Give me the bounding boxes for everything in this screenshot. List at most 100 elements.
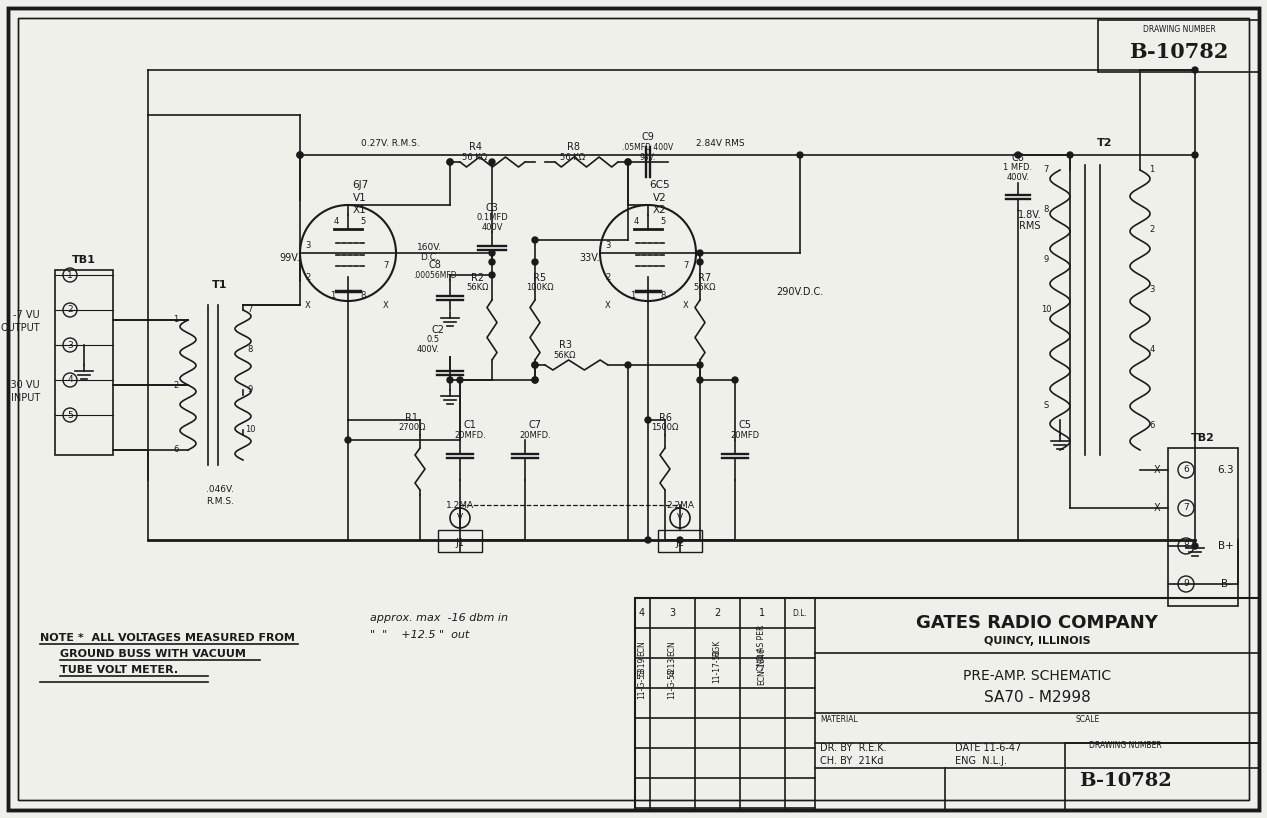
Circle shape — [625, 159, 631, 165]
Circle shape — [645, 537, 651, 543]
Text: GROUND BUSS WITH VACUUM: GROUND BUSS WITH VACUUM — [60, 649, 246, 659]
Text: 1: 1 — [1149, 165, 1154, 174]
Text: 5319: 5319 — [637, 656, 646, 676]
Text: 56 KΩ: 56 KΩ — [462, 152, 488, 161]
Text: 290V.D.C.: 290V.D.C. — [777, 287, 824, 297]
Text: 10: 10 — [245, 425, 255, 434]
Text: 5: 5 — [67, 411, 73, 420]
Text: 4: 4 — [634, 217, 639, 226]
Text: 2700Ω: 2700Ω — [398, 424, 426, 433]
Text: V1: V1 — [353, 193, 367, 203]
Text: 7: 7 — [1183, 504, 1188, 513]
Text: 1 MFD.: 1 MFD. — [1003, 164, 1033, 173]
Circle shape — [645, 417, 651, 423]
Text: 1: 1 — [67, 271, 73, 280]
Text: 56KΩ: 56KΩ — [466, 284, 489, 293]
Bar — [54, 270, 113, 455]
Text: DR. BY  R.E.K.: DR. BY R.E.K. — [820, 743, 887, 753]
Text: 4213: 4213 — [668, 656, 677, 676]
Text: 6: 6 — [1149, 420, 1154, 429]
Text: -30 VU: -30 VU — [8, 380, 41, 390]
Text: CND AS PER: CND AS PER — [758, 625, 767, 672]
Text: C7: C7 — [528, 420, 541, 430]
Text: X: X — [383, 300, 389, 309]
Text: DRAWING NUMBER: DRAWING NUMBER — [1143, 25, 1215, 34]
Text: DRAWING NUMBER: DRAWING NUMBER — [1088, 741, 1162, 750]
Text: 3: 3 — [1149, 285, 1154, 294]
Text: V2: V2 — [653, 193, 666, 203]
Text: T2: T2 — [1097, 138, 1112, 148]
Text: GATES RADIO COMPANY: GATES RADIO COMPANY — [916, 614, 1158, 632]
Text: B-10782: B-10782 — [1078, 772, 1172, 790]
Text: D.C.: D.C. — [421, 254, 440, 263]
Circle shape — [447, 377, 454, 383]
Text: 8: 8 — [1183, 542, 1188, 551]
Text: 1.2MA: 1.2MA — [446, 501, 474, 510]
Text: INPUT: INPUT — [10, 393, 41, 403]
Text: C5: C5 — [739, 420, 751, 430]
Text: 99V.: 99V. — [280, 253, 300, 263]
Text: 2: 2 — [1149, 226, 1154, 235]
Circle shape — [296, 152, 303, 158]
Circle shape — [457, 377, 462, 383]
Text: SA70 - M2998: SA70 - M2998 — [983, 690, 1091, 705]
Text: R2: R2 — [471, 273, 484, 283]
Text: R4: R4 — [469, 142, 481, 152]
Text: R.M.S.: R.M.S. — [207, 497, 234, 506]
Text: S: S — [1044, 401, 1049, 410]
Text: .00056MFD: .00056MFD — [413, 271, 457, 280]
Text: 98V.: 98V. — [640, 154, 656, 163]
Text: 2: 2 — [305, 273, 310, 282]
Circle shape — [532, 237, 538, 243]
Text: approx. max  -16 dbm in: approx. max -16 dbm in — [370, 613, 508, 623]
Text: 10: 10 — [1040, 305, 1052, 314]
Text: D.L.: D.L. — [793, 609, 807, 618]
Text: CH. BY  21Kd: CH. BY 21Kd — [820, 756, 883, 766]
Text: C1: C1 — [464, 420, 476, 430]
Text: .05MFD 400V: .05MFD 400V — [622, 143, 674, 152]
Text: 7: 7 — [683, 260, 689, 269]
Text: 2.2MA: 2.2MA — [666, 501, 694, 510]
Circle shape — [296, 152, 303, 158]
Text: -7 VU: -7 VU — [14, 310, 41, 320]
Text: 5: 5 — [360, 217, 366, 226]
Text: 1500Ω: 1500Ω — [651, 424, 679, 433]
Text: 7: 7 — [384, 260, 389, 269]
Text: B+: B+ — [1218, 541, 1234, 551]
Text: C3: C3 — [485, 203, 498, 213]
Circle shape — [1015, 152, 1021, 158]
Text: 8: 8 — [660, 290, 665, 299]
Text: 11-G-53: 11-G-53 — [668, 668, 677, 699]
Circle shape — [625, 362, 631, 368]
Text: 2.84V RMS: 2.84V RMS — [696, 138, 744, 147]
Text: TUBE VOLT METER.: TUBE VOLT METER. — [60, 665, 179, 675]
Text: 4: 4 — [67, 375, 72, 384]
Circle shape — [532, 362, 538, 368]
Bar — [635, 598, 1259, 810]
Text: 6: 6 — [1183, 465, 1188, 474]
Text: RMS: RMS — [1019, 221, 1040, 231]
Bar — [1098, 20, 1259, 72]
Text: R8: R8 — [566, 142, 579, 152]
Text: 1: 1 — [631, 290, 636, 299]
Text: 3: 3 — [606, 240, 611, 249]
Text: ECN: ECN — [668, 640, 677, 656]
Circle shape — [489, 272, 495, 278]
Text: 1: 1 — [331, 290, 336, 299]
Text: 400V: 400V — [481, 222, 503, 231]
Text: 7: 7 — [1043, 165, 1049, 174]
Text: 1.8V.: 1.8V. — [1019, 210, 1041, 220]
Bar — [658, 530, 702, 552]
Circle shape — [625, 159, 631, 165]
Text: DATE 11-6-47: DATE 11-6-47 — [955, 743, 1021, 753]
Text: X: X — [606, 300, 611, 309]
Text: ECN-1346: ECN-1346 — [758, 647, 767, 685]
Text: 56KΩ: 56KΩ — [694, 284, 716, 293]
Bar — [1168, 448, 1238, 606]
Circle shape — [447, 159, 454, 165]
Text: J1: J1 — [456, 538, 465, 548]
Text: 9: 9 — [247, 385, 252, 394]
Text: R5: R5 — [533, 273, 546, 283]
Text: ENG  N.L.J.: ENG N.L.J. — [955, 756, 1007, 766]
Text: 0.5: 0.5 — [427, 335, 440, 344]
